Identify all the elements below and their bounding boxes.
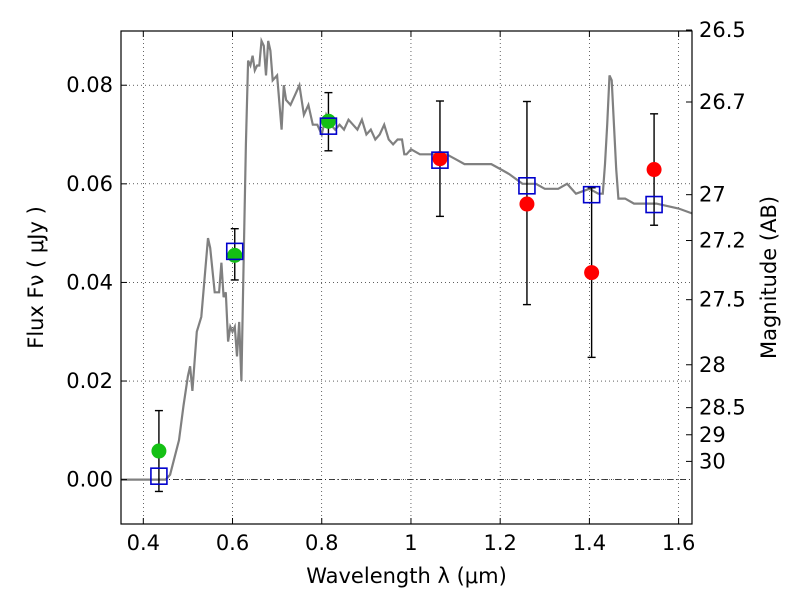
data-point [584, 265, 600, 281]
x-tick-label: 0.4 [127, 531, 160, 555]
data-point [519, 196, 535, 212]
y-tick-label: 0.04 [66, 270, 113, 294]
y-tick-label: 0.06 [66, 172, 113, 196]
x-tick-label: 1.2 [483, 531, 516, 555]
y2-tick-label: 28 [699, 353, 726, 377]
y2-axis-label: Magnitude (AB) [757, 196, 781, 359]
x-axis-label: Wavelength λ (μm) [306, 564, 507, 588]
y2-tick-label: 27.5 [699, 288, 746, 312]
data-point [151, 443, 167, 459]
grid-lines [121, 31, 692, 524]
y-axis-left: 0.00 0.02 0.04 0.06 0.08 [66, 73, 127, 492]
x-tick-label: 1.4 [573, 531, 606, 555]
y-tick-label: 0.02 [66, 369, 113, 393]
data-point [432, 151, 448, 167]
y2-tick-label: 28.5 [699, 396, 746, 420]
y2-tick-label: 26.7 [699, 90, 746, 114]
x-axis: 0.4 0.6 0.8 1 1.2 1.4 1.6 [127, 31, 695, 555]
model-point [319, 117, 338, 135]
y-tick-label: 0.00 [66, 468, 113, 492]
y2-tick-label: 27.2 [699, 229, 746, 253]
model-point [582, 185, 601, 204]
data-point [227, 247, 243, 263]
plot-area [121, 36, 692, 493]
model-point [431, 151, 449, 169]
y2-tick-label: 29 [699, 423, 726, 447]
x-tick-label: 0.6 [216, 531, 249, 555]
model-point [225, 242, 244, 261]
y-tick-label: 0.08 [66, 73, 113, 97]
model-point [518, 177, 536, 195]
model-point [645, 195, 663, 214]
y2-tick-label: 27 [699, 183, 726, 207]
y2-tick-label: 30 [699, 449, 726, 473]
x-tick-label: 0.8 [305, 531, 338, 555]
model-point [150, 467, 168, 485]
x-tick-label: 1.6 [662, 531, 695, 555]
data-point [646, 162, 662, 178]
y2-tick-label: 26.5 [699, 18, 746, 42]
x-tick-label: 1 [404, 531, 417, 555]
model-spectrum-line [121, 36, 692, 481]
plot-frame [120, 30, 693, 525]
data-point [320, 113, 336, 129]
y-axis-label: Flux Fν ( μJy ) [24, 206, 48, 349]
